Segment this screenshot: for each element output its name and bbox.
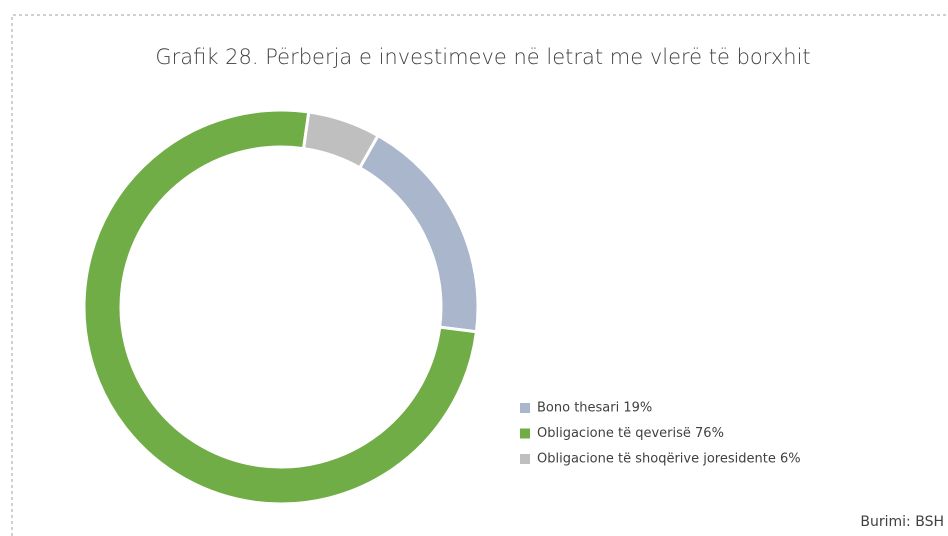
source: Burimi: BSH [860, 514, 944, 530]
legend-marker [520, 428, 530, 439]
donut-slice [82, 108, 479, 506]
donut-slice [357, 133, 480, 334]
donut-slice [301, 110, 381, 170]
legend-marker [520, 403, 530, 413]
legend-label: Obligacione të shoqërive joresidente 6% [537, 452, 801, 467]
chart-title: Grafik 28. Përberja e investimeve në let… [155, 45, 810, 69]
legend-marker [520, 454, 530, 464]
legend-label: Bono thesari 19% [537, 401, 652, 416]
legend-label: Obligacione të qeverisë 76% [537, 426, 724, 441]
